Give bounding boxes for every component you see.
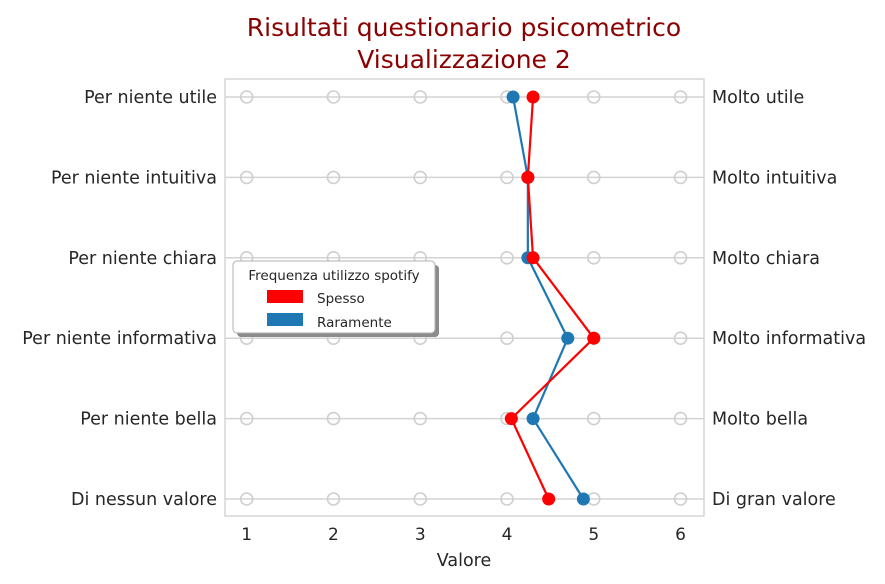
left-label: Per niente intuitiva <box>51 168 217 188</box>
scale-marker <box>673 170 688 185</box>
scale-marker <box>586 90 601 104</box>
data-point-raramente <box>526 412 540 426</box>
data-point-spesso <box>526 251 540 265</box>
scale-marker <box>673 411 688 426</box>
x-tick-label: 3 <box>415 525 426 545</box>
x-tick-label: 1 <box>241 525 252 545</box>
scale-marker <box>586 170 601 185</box>
row-lines <box>225 96 704 500</box>
right-label: Molto informativa <box>712 329 866 349</box>
data-point-spesso <box>526 90 540 104</box>
chart-title-line-2: Visualizzazione 2 <box>357 45 571 74</box>
series-lines <box>510 96 595 500</box>
scale-marker <box>413 170 428 185</box>
left-labels: Per niente utile Per niente intuitiva Per … <box>22 88 217 510</box>
legend-title: Frequenza utilizzo spotify <box>248 268 419 284</box>
scale-marker <box>413 411 428 426</box>
scale-marker <box>673 90 688 104</box>
legend-swatch-raramente <box>267 313 303 326</box>
series-points <box>504 90 601 506</box>
data-point-spesso <box>542 492 556 506</box>
data-point-raramente <box>576 492 590 506</box>
scale-marker <box>673 492 688 506</box>
scale-marker <box>586 250 601 265</box>
data-point-raramente <box>561 331 575 345</box>
right-label: Di gran valore <box>712 490 836 510</box>
right-label: Molto utile <box>712 88 804 108</box>
scale-marker <box>239 411 254 426</box>
scale-marker <box>500 170 514 185</box>
left-label: Per niente informativa <box>22 329 217 349</box>
legend-swatch-spesso <box>267 290 303 303</box>
scale-marker <box>500 250 514 265</box>
legend-label-raramente: Raramente <box>317 315 392 331</box>
data-point-spesso <box>521 170 535 184</box>
data-point-raramente <box>506 90 520 104</box>
legend-label-spesso: Spesso <box>317 291 365 307</box>
left-label: Di nessun valore <box>71 490 217 510</box>
x-tick-label: 4 <box>502 525 513 545</box>
scale-marker <box>673 331 688 346</box>
scale-marker <box>326 170 341 185</box>
left-label: Per niente chiara <box>68 249 217 269</box>
x-tick-label: 6 <box>675 525 686 545</box>
scale-marker <box>500 331 514 346</box>
x-tick-label: 5 <box>588 525 599 545</box>
chart-title-line-1: Risultati questionario psicometrico <box>247 13 681 42</box>
scale-marker <box>413 90 428 104</box>
scale-marker <box>326 90 341 104</box>
legend: Frequenza utilizzo spotify Spesso Rarame… <box>232 260 439 337</box>
scale-marker <box>500 492 514 506</box>
data-point-spesso <box>587 331 601 345</box>
scale-marker <box>673 250 688 265</box>
data-point-spesso <box>504 412 518 426</box>
right-labels: Molto utile Molto intuitiva Molto chiara Mo… <box>712 88 866 510</box>
right-label: Molto bella <box>712 410 808 430</box>
scale-marker <box>413 492 428 506</box>
series-line-spesso <box>510 96 595 500</box>
left-label: Per niente utile <box>84 88 217 108</box>
right-label: Molto chiara <box>712 249 820 269</box>
x-axis-label: Valore <box>437 551 491 571</box>
scale-marker <box>239 170 254 185</box>
scale-marker <box>326 492 341 506</box>
scale-marker <box>239 492 254 506</box>
x-tick-labels: 1 2 3 4 5 6 <box>241 525 686 545</box>
scale-marker <box>239 90 254 104</box>
left-label: Per niente bella <box>80 410 217 430</box>
x-tick-label: 2 <box>328 525 339 545</box>
series-line-raramente <box>512 96 585 500</box>
scale-marker <box>326 411 341 426</box>
right-label: Molto intuitiva <box>712 168 837 188</box>
scale-marker <box>586 411 601 426</box>
